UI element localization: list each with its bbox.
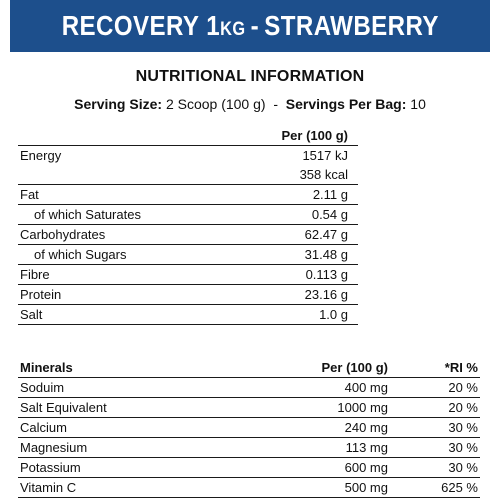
nutrition-header-blank [18,126,228,146]
nutrient-label: Salt [18,304,228,325]
nutrition-row: Fat 2.11 g [18,184,358,205]
nutrition-header-row: Per (100 g) [18,126,358,146]
mineral-row: Vitamin C 500 mg 625 % [18,477,480,498]
mineral-ri-percent: 30 % [398,417,480,438]
mineral-per-100g: 600 mg [268,457,398,478]
mineral-name: Soduim [18,377,268,398]
nutrient-label: Protein [18,284,228,305]
nutrient-value: 0.113 g [227,264,358,285]
nutrition-row: Salt 1.0 g [18,304,358,325]
nutrient-value: 31.48 g [227,244,358,265]
nutrient-label: of which Sugars [18,244,228,265]
title-separator: - [250,10,259,41]
mineral-name: Magnesium [18,437,268,458]
mineral-per-100g: 240 mg [268,417,398,438]
mineral-ri-percent: 30 % [398,457,480,478]
mineral-row: Calcium 240 mg 30 % [18,417,480,438]
mineral-row: Potassium 600 mg 30 % [18,457,480,478]
mineral-per-100g: 1000 mg [268,397,398,418]
nutrition-row: of which Sugars 31.48 g [18,244,358,265]
minerals-table: Minerals Per (100 g) *RI % Soduim 400 mg 2… [18,358,480,498]
product-weight-unit: KG [219,19,246,40]
mineral-name: Vitamin C [18,477,268,498]
nutrition-row: 358 kcal [18,165,358,185]
nutrition-table: Per (100 g) Energy 1517 kJ 358 kcal Fat 2.11… [18,126,358,325]
nutrient-value: 358 kcal [227,165,358,185]
product-title: RECOVERY 1 KG - STRAWBERRY [61,10,438,42]
nutrient-value: 2.11 g [227,184,358,205]
mineral-name: Potassium [18,457,268,478]
servings-per-bag-value: 10 [410,96,426,112]
product-weight-number: 1 [205,10,220,41]
mineral-ri-percent: 20 % [398,377,480,398]
nutrition-row: Protein 23.16 g [18,284,358,305]
nutrient-label: of which Saturates [18,204,228,225]
nutrition-row: of which Saturates 0.54 g [18,204,358,225]
serving-size-label: Serving Size: [74,96,163,112]
nutrient-value: 0.54 g [227,204,358,225]
product-name: RECOVERY [61,10,200,41]
nutrient-label: Energy [20,148,62,163]
mineral-ri-percent: 30 % [398,437,480,458]
mineral-per-100g: 500 mg [268,477,398,498]
mineral-row: Salt Equivalent 1000 mg 20 % [18,397,480,418]
product-title-banner: RECOVERY 1 KG - STRAWBERRY [10,0,490,52]
minerals-header-per: Per (100 g) [268,358,398,378]
nutrient-value: 1.0 g [227,304,358,325]
serving-dash: - [273,96,279,112]
nutrient-label: Fat [18,184,228,205]
serving-size-value: 2 Scoop (100 g) [165,96,266,112]
minerals-header-name: Minerals [18,358,268,378]
nutrition-row: Energy 1517 kJ [18,146,358,166]
mineral-per-100g: 113 mg [268,437,398,458]
mineral-ri-percent: 625 % [398,477,480,498]
nutrition-column-header: Per (100 g) [227,126,358,146]
minerals-header-row: Minerals Per (100 g) *RI % [18,358,480,378]
mineral-ri-percent: 20 % [398,397,480,418]
product-flavour: STRAWBERRY [263,10,439,41]
nutrient-value: 1517 kJ [302,148,348,163]
nutrient-label: Fibre [18,264,228,285]
nutrient-value: 62.47 g [227,224,358,245]
servings-per-bag-label: Servings Per Bag: [285,96,407,112]
mineral-per-100g: 400 mg [268,377,398,398]
section-heading: NUTRITIONAL INFORMATION [135,68,365,85]
nutrient-label: Carbohydrates [18,224,228,245]
serving-info: Serving Size: 2 Scoop (100 g) - Servings… [0,96,500,112]
minerals-header-ri: *RI % [398,358,480,378]
mineral-row: Soduim 400 mg 20 % [18,377,480,398]
mineral-name: Salt Equivalent [18,397,268,418]
mineral-name: Calcium [18,417,268,438]
nutrient-label [18,165,228,185]
nutrition-row: Carbohydrates 62.47 g [18,224,358,245]
mineral-row: Magnesium 113 mg 30 % [18,437,480,458]
nutrition-row: Fibre 0.113 g [18,264,358,285]
nutrient-value: 23.16 g [227,284,358,305]
